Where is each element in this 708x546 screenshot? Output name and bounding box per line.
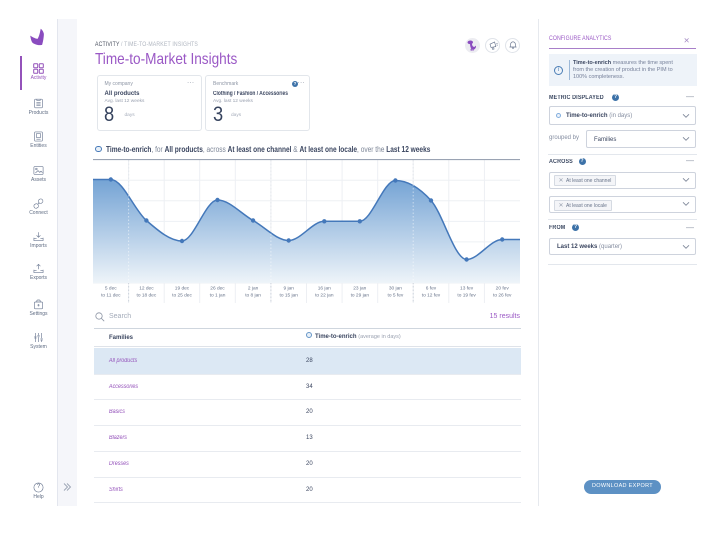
svg-text:5 dec: 5 dec xyxy=(105,286,117,292)
svg-text:to 15 jan: to 15 jan xyxy=(279,293,298,299)
svg-text:to 22 jan: to 22 jan xyxy=(315,293,334,299)
svg-text:19 dec: 19 dec xyxy=(175,286,190,292)
svg-text:to 12 fev: to 12 fev xyxy=(422,293,441,299)
svg-text:26 dec: 26 dec xyxy=(210,286,225,292)
svg-text:to 19 fev: to 19 fev xyxy=(457,293,476,299)
svg-text:to 29 jan: to 29 jan xyxy=(351,293,370,299)
svg-text:23 jan: 23 jan xyxy=(353,286,366,292)
svg-text:to 1 jan: to 1 jan xyxy=(210,293,226,299)
svg-text:16 jan: 16 jan xyxy=(318,286,331,292)
svg-text:2 jan: 2 jan xyxy=(248,286,259,292)
svg-text:to 5 fev: to 5 fev xyxy=(388,293,404,299)
svg-text:to 11 dec: to 11 dec xyxy=(101,293,121,299)
svg-text:to 26 fev: to 26 fev xyxy=(493,293,512,299)
svg-text:12 dec: 12 dec xyxy=(139,286,154,292)
svg-text:20 fev: 20 fev xyxy=(496,286,510,292)
svg-text:to 8 jan: to 8 jan xyxy=(245,293,261,299)
svg-text:to 18 dec: to 18 dec xyxy=(137,293,157,299)
svg-text:to 25 dec: to 25 dec xyxy=(172,293,192,299)
svg-text:9 jan: 9 jan xyxy=(283,286,294,292)
svg-text:6 fev: 6 fev xyxy=(426,286,437,292)
svg-text:30 jan: 30 jan xyxy=(389,286,402,292)
svg-text:13 fev: 13 fev xyxy=(460,286,474,292)
